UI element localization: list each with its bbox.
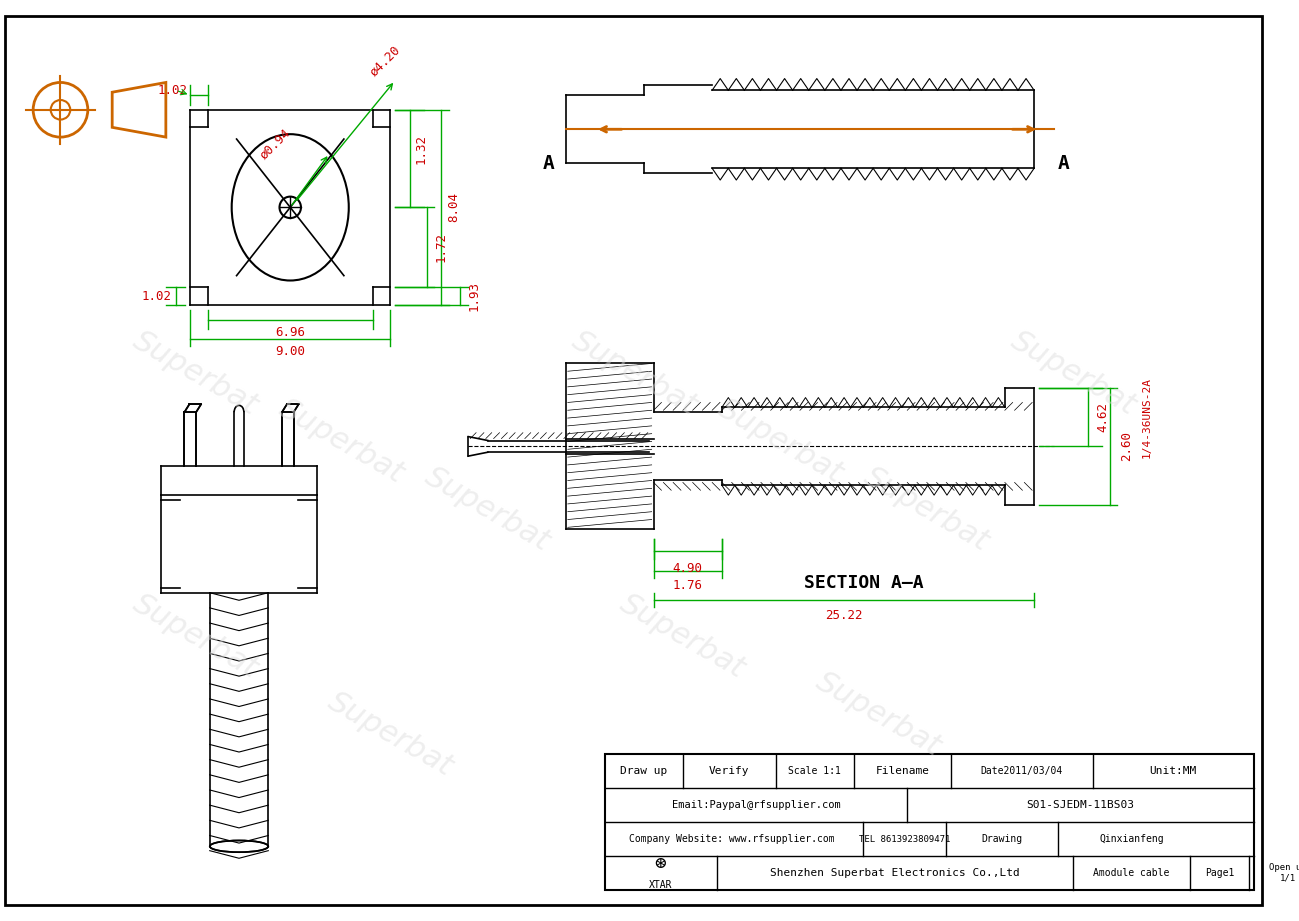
Text: Date2011/03/04: Date2011/03/04 xyxy=(981,765,1063,775)
Text: 6.96: 6.96 xyxy=(275,326,305,339)
Text: Superbat: Superbat xyxy=(127,589,262,684)
Text: ø0.94: ø0.94 xyxy=(257,126,294,162)
Text: Superbat: Superbat xyxy=(616,589,751,684)
Text: Drawing: Drawing xyxy=(981,834,1022,844)
Text: Verify: Verify xyxy=(709,765,750,775)
Text: Page1: Page1 xyxy=(1204,869,1234,878)
Text: A: A xyxy=(1057,154,1069,173)
Text: 1.76: 1.76 xyxy=(673,579,703,592)
Text: Qinxianfeng: Qinxianfeng xyxy=(1099,834,1164,844)
Text: S01-SJEDM-11BS03: S01-SJEDM-11BS03 xyxy=(1026,799,1134,810)
Text: Unit:MM: Unit:MM xyxy=(1150,765,1196,775)
Text: Superbat: Superbat xyxy=(274,394,409,489)
Text: 1.02: 1.02 xyxy=(142,289,171,303)
Text: Superbat: Superbat xyxy=(713,394,848,489)
Text: ⊛: ⊛ xyxy=(655,854,666,873)
Text: Amodule cable: Amodule cable xyxy=(1094,869,1170,878)
Text: XTAR: XTAR xyxy=(648,880,672,890)
Text: Scale 1:1: Scale 1:1 xyxy=(788,765,840,775)
Text: Company Website: www.rfsupplier.com: Company Website: www.rfsupplier.com xyxy=(629,834,834,844)
Text: 1.93: 1.93 xyxy=(468,281,481,311)
Text: Shenzhen Superbat Electronics Co.,Ltd: Shenzhen Superbat Electronics Co.,Ltd xyxy=(770,869,1020,878)
Text: 1.32: 1.32 xyxy=(414,134,427,164)
Text: Superbat: Superbat xyxy=(811,667,946,762)
Text: Superbat: Superbat xyxy=(127,326,262,421)
Text: A: A xyxy=(543,154,555,173)
Text: Filename: Filename xyxy=(876,765,929,775)
Text: Superbat: Superbat xyxy=(859,462,995,557)
Text: 25.22: 25.22 xyxy=(825,609,863,622)
Text: Open up
1/1: Open up 1/1 xyxy=(1269,864,1299,883)
Bar xyxy=(605,753,1254,891)
Text: Superbat: Superbat xyxy=(420,462,556,557)
Text: 1/4-36UNS-2A: 1/4-36UNS-2A xyxy=(1142,377,1151,458)
Text: 9.00: 9.00 xyxy=(275,345,305,358)
Text: 2.60: 2.60 xyxy=(1120,431,1133,461)
Text: ø4.20: ø4.20 xyxy=(368,43,403,79)
Text: 4.62: 4.62 xyxy=(1096,402,1109,432)
Text: Draw up: Draw up xyxy=(620,765,668,775)
Text: 4.90: 4.90 xyxy=(673,562,703,575)
Text: 8.04: 8.04 xyxy=(447,192,460,222)
Text: Email:Paypal@rfsupplier.com: Email:Paypal@rfsupplier.com xyxy=(672,799,840,810)
Text: Superbat: Superbat xyxy=(566,326,701,421)
Text: Superbat: Superbat xyxy=(322,687,457,782)
Text: SECTION A—A: SECTION A—A xyxy=(804,574,924,592)
Text: TEL 8613923809471: TEL 8613923809471 xyxy=(859,834,950,844)
Text: 1.72: 1.72 xyxy=(434,232,447,262)
Ellipse shape xyxy=(209,841,269,852)
Text: Superbat: Superbat xyxy=(1005,326,1141,421)
Text: 1.02: 1.02 xyxy=(157,84,187,97)
